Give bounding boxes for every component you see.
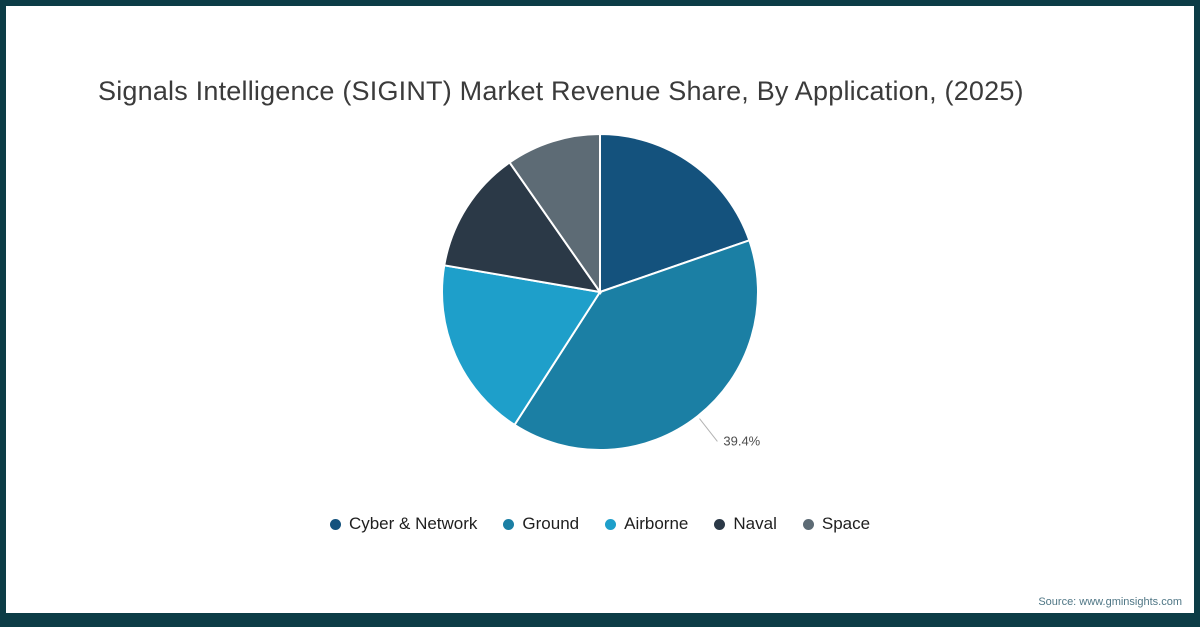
legend-swatch-naval-icon	[714, 518, 726, 530]
legend-swatch-airborne-icon	[605, 518, 617, 530]
slice-value-label: 39.4%	[723, 433, 760, 448]
legend-item-space[interactable]: Space	[802, 514, 871, 534]
legend-item-airborne[interactable]: Airborne	[605, 514, 688, 534]
legend-item-ground[interactable]: Ground	[503, 514, 579, 534]
pie-slice-ground[interactable]	[513, 239, 759, 451]
callout-line	[699, 418, 718, 442]
chart-title: Signals Intelligence (SIGINT) Market Rev…	[98, 76, 1024, 106]
legend-label-airborne: Airborne	[624, 514, 689, 533]
pie-slice-naval[interactable]	[443, 161, 603, 294]
legend-swatch-cyber-network-icon	[329, 518, 341, 530]
source-text: Source: www.gminsights.com	[1038, 596, 1182, 608]
pie-legend: Cyber & Network Ground Airborne Naval Sp…	[6, 514, 1194, 534]
legend-item-cyber-network[interactable]: Cyber & Network	[329, 514, 478, 534]
pie-slice-airborne[interactable]	[441, 264, 602, 427]
legend-label-ground: Ground	[522, 514, 580, 533]
bottom-bar	[6, 613, 1194, 627]
pie-slice-space[interactable]	[508, 132, 601, 296]
pie-chart-svg: 39.4%	[441, 132, 761, 451]
legend-item-naval[interactable]: Naval	[714, 514, 777, 534]
legend-swatch-space-icon	[802, 518, 814, 530]
legend-label-cyber-network: Cyber & Network	[348, 514, 478, 533]
legend-swatch-ground-icon	[503, 518, 515, 530]
legend-label-space: Space	[821, 514, 871, 533]
legend-label-naval: Naval	[733, 514, 777, 533]
